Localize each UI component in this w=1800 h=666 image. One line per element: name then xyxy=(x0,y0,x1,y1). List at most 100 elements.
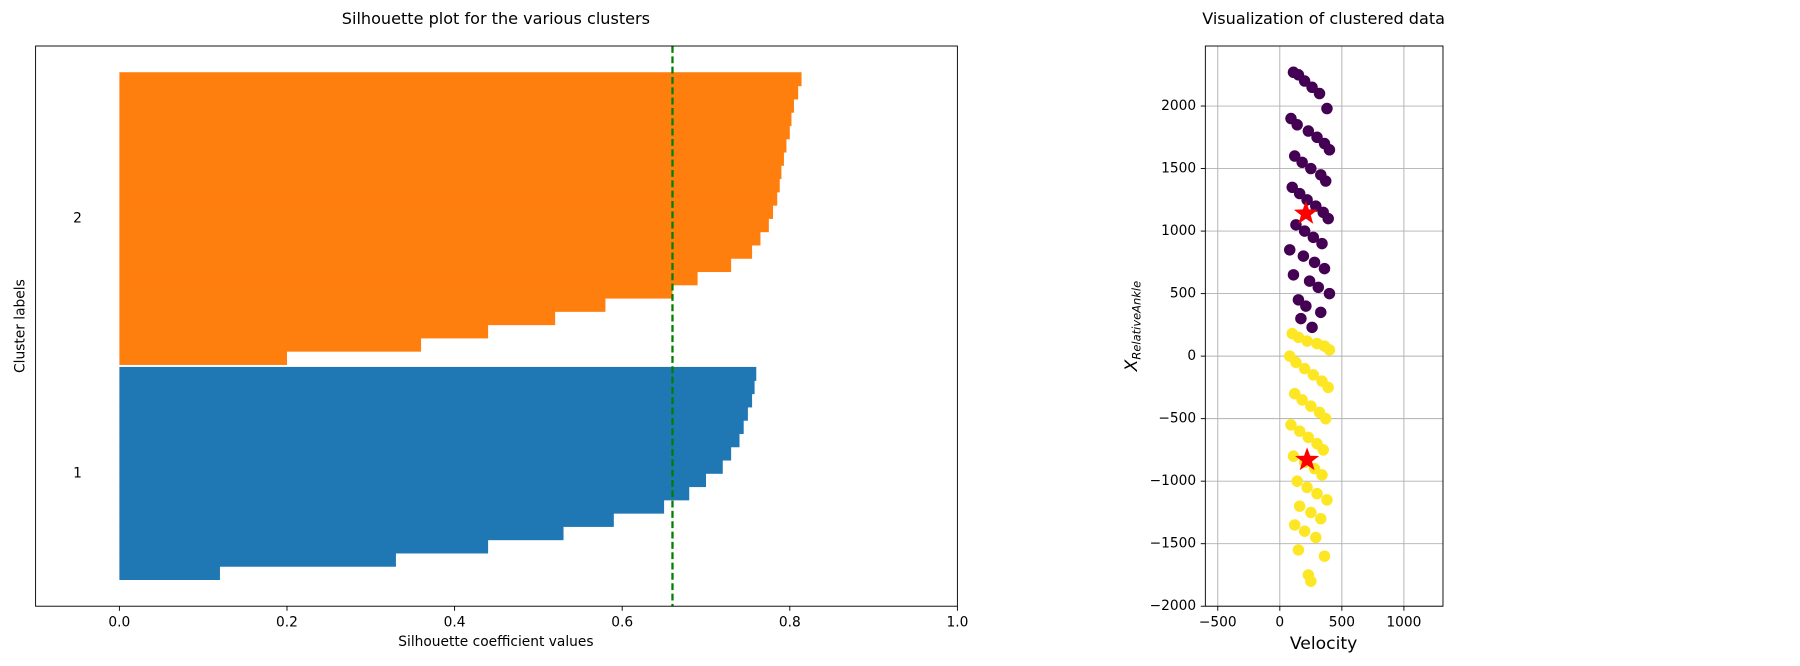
data-point xyxy=(1313,87,1326,100)
data-point xyxy=(1322,381,1334,394)
silhouette-bar xyxy=(119,218,769,233)
silhouette-bar xyxy=(119,499,665,514)
data-point xyxy=(1290,219,1302,231)
data-point xyxy=(1315,512,1327,525)
data-point xyxy=(1318,550,1331,562)
data-point xyxy=(1300,300,1312,312)
silhouette-bar xyxy=(119,420,744,434)
silhouette-bar xyxy=(119,473,706,488)
silhouette-bar xyxy=(119,539,489,554)
data-point xyxy=(1312,281,1325,294)
silhouette-bar xyxy=(119,311,556,326)
axes-frame xyxy=(1204,45,1444,607)
silhouette-bar xyxy=(119,85,799,100)
data-point xyxy=(1302,431,1315,444)
chart-title: Visualization of clustered data xyxy=(1202,9,1445,28)
y-tick-label: −1000 xyxy=(1150,473,1197,489)
data-point xyxy=(1287,269,1300,281)
silhouette-bar xyxy=(119,324,489,339)
data-point xyxy=(1292,544,1305,556)
silhouette-bar xyxy=(119,138,787,153)
x-tick-label: 0.8 xyxy=(779,614,801,630)
data-point xyxy=(1302,125,1315,137)
data-point xyxy=(1288,519,1301,531)
cluster-label: 1 xyxy=(73,465,82,481)
silhouette-bar xyxy=(119,178,780,193)
x-tick-label: 1000 xyxy=(1386,614,1421,630)
x-tick-label: 0.2 xyxy=(276,614,298,630)
x-tick-label: 0.0 xyxy=(108,614,130,630)
data-point xyxy=(1301,335,1313,347)
data-point xyxy=(1310,531,1322,544)
data-point xyxy=(1296,156,1308,169)
silhouette-bar xyxy=(119,393,753,408)
data-point xyxy=(1293,425,1306,437)
cluster-center xyxy=(1295,447,1320,471)
silhouette-bar xyxy=(119,380,755,395)
silhouette-bar xyxy=(119,231,761,246)
y-tick-label: 1000 xyxy=(1161,223,1196,239)
x-axis-label: Silhouette coefficient values xyxy=(398,634,593,650)
y-tick-label: 500 xyxy=(1170,286,1196,302)
data-point xyxy=(1322,212,1334,225)
silhouette-bar xyxy=(119,284,673,299)
chart-title: Silhouette plot for the various clusters xyxy=(342,9,650,28)
silhouette-bar xyxy=(119,112,792,127)
data-point xyxy=(1290,356,1302,369)
data-point xyxy=(1323,344,1336,356)
x-tick-label: −500 xyxy=(1199,614,1237,630)
data-point xyxy=(1305,575,1317,587)
data-point xyxy=(1305,400,1317,412)
silhouette-bar xyxy=(119,446,732,461)
y-tick-label: −500 xyxy=(1158,411,1196,427)
data-point xyxy=(1319,175,1332,187)
data-point xyxy=(1292,331,1305,344)
silhouette-bar xyxy=(119,566,220,581)
data-point xyxy=(1298,525,1311,537)
data-point xyxy=(1323,287,1336,300)
data-point xyxy=(1319,412,1332,425)
data-point xyxy=(1291,475,1303,487)
silhouette-bar xyxy=(119,433,740,448)
x-tick-label: 0.6 xyxy=(611,614,633,630)
data-point xyxy=(1285,419,1297,431)
silhouette-bar xyxy=(119,98,794,113)
silhouette-bar xyxy=(119,512,614,527)
silhouette-bar xyxy=(119,204,774,219)
data-point xyxy=(1318,262,1331,275)
cluster-center xyxy=(1293,200,1318,224)
data-point xyxy=(1323,144,1336,156)
data-point xyxy=(1298,362,1311,375)
data-point xyxy=(1301,481,1313,494)
y-axis-label: XRelativeAnkle xyxy=(1122,281,1143,373)
x-tick-label: 0 xyxy=(1275,614,1284,630)
data-point xyxy=(1321,494,1333,506)
silhouette-bar xyxy=(119,191,778,206)
axes-frame xyxy=(35,45,958,607)
data-point xyxy=(1291,119,1303,131)
silhouette-bar xyxy=(119,258,732,273)
y-label-sub: RelativeAnkle xyxy=(1129,281,1143,360)
y-tick-label: −1500 xyxy=(1150,536,1197,552)
data-point xyxy=(1315,306,1327,319)
data-point xyxy=(1307,369,1320,381)
data-point xyxy=(1321,102,1333,115)
silhouette-bar xyxy=(119,552,396,567)
data-point xyxy=(1317,444,1329,456)
silhouette-bar xyxy=(119,72,802,87)
data-point xyxy=(1293,500,1306,512)
data-point xyxy=(1298,225,1311,237)
y-tick-label: −2000 xyxy=(1150,598,1197,614)
data-point xyxy=(1306,321,1318,334)
silhouette-bar xyxy=(119,165,782,180)
data-point xyxy=(1303,275,1316,287)
silhouette-bar xyxy=(119,486,690,501)
silhouette-bar xyxy=(119,366,757,381)
data-point xyxy=(1297,250,1310,262)
silhouette-bar xyxy=(119,244,753,259)
y-tick-label: 1500 xyxy=(1161,161,1196,177)
data-point xyxy=(1296,394,1308,406)
data-point xyxy=(1301,194,1313,206)
silhouette-bar xyxy=(119,125,790,140)
